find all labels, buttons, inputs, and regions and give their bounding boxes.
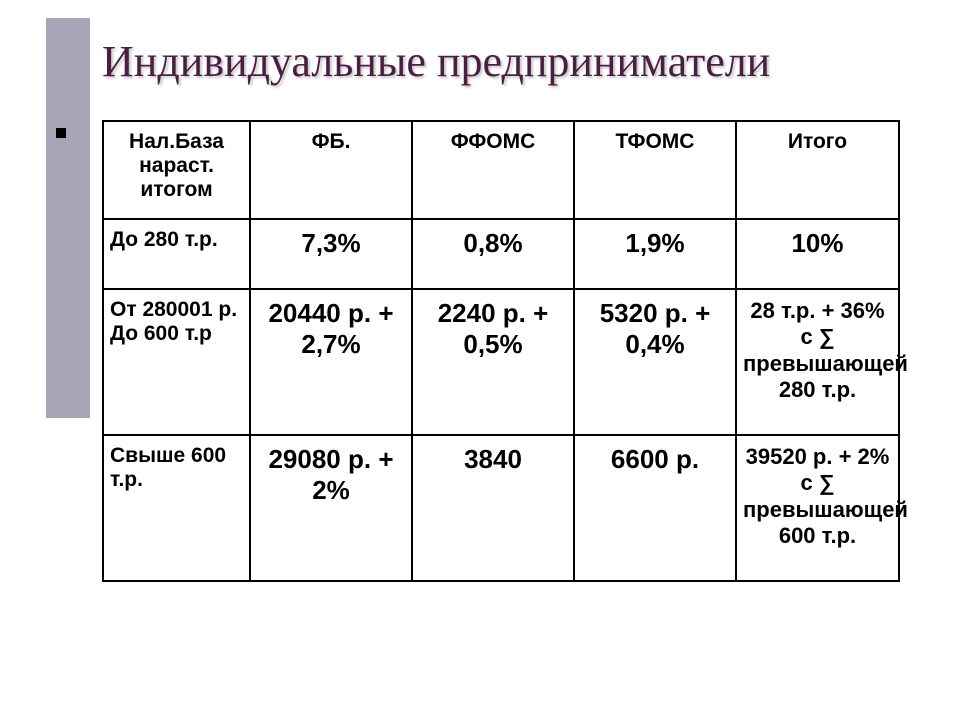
bullet-icon bbox=[56, 128, 66, 138]
col-header: Нал.База нараст. итогом bbox=[103, 121, 250, 219]
row-label: От 280001 р. До 600 т.р bbox=[103, 289, 250, 435]
row-label: До 280 т.р. bbox=[103, 219, 250, 289]
cell: 28 т.р. + 36% с ∑ превышающей 280 т.р. bbox=[736, 289, 899, 435]
tax-table: Нал.База нараст. итогом ФБ. ФФОМС ТФОМС … bbox=[102, 120, 900, 582]
cell: 6600 р. bbox=[574, 435, 736, 581]
table-row: До 280 т.р. 7,3% 0,8% 1,9% 10% bbox=[103, 219, 899, 289]
table-header-row: Нал.База нараст. итогом ФБ. ФФОМС ТФОМС … bbox=[103, 121, 899, 219]
tax-table-container: Нал.База нараст. итогом ФБ. ФФОМС ТФОМС … bbox=[102, 120, 898, 582]
table-row: Свыше 600 т.р. 29080 р. + 2% 3840 6600 р… bbox=[103, 435, 899, 581]
col-header: Итого bbox=[736, 121, 899, 219]
cell: 2240 р. + 0,5% bbox=[412, 289, 574, 435]
col-header: ФФОМС bbox=[412, 121, 574, 219]
slide: Индивидуальные предприниматели Нал.База … bbox=[0, 0, 960, 720]
col-header: ФБ. bbox=[250, 121, 412, 219]
cell: 5320 р. + 0,4% bbox=[574, 289, 736, 435]
cell: 10% bbox=[736, 219, 899, 289]
cell: 29080 р. + 2% bbox=[250, 435, 412, 581]
cell: 1,9% bbox=[574, 219, 736, 289]
cell: 7,3% bbox=[250, 219, 412, 289]
col-header: ТФОМС bbox=[574, 121, 736, 219]
table-row: От 280001 р. До 600 т.р 20440 р. + 2,7% … bbox=[103, 289, 899, 435]
slide-title: Индивидуальные предприниматели bbox=[102, 36, 770, 87]
cell: 20440 р. + 2,7% bbox=[250, 289, 412, 435]
cell: 3840 bbox=[412, 435, 574, 581]
row-label: Свыше 600 т.р. bbox=[103, 435, 250, 581]
decorative-sidebar bbox=[46, 18, 90, 418]
cell: 0,8% bbox=[412, 219, 574, 289]
cell: 39520 р. + 2% с ∑ превышающей 600 т.р. bbox=[736, 435, 899, 581]
